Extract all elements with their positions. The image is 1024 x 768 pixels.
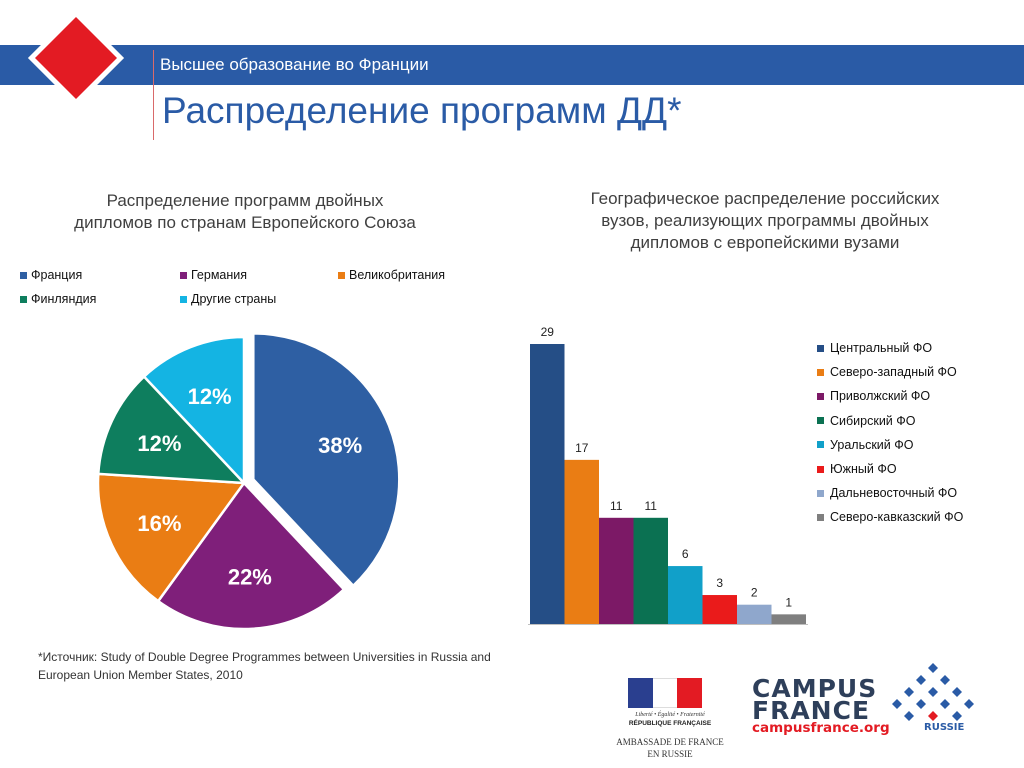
legend-swatch — [338, 271, 345, 279]
pie-legend-item: Франция — [20, 268, 82, 282]
legend-swatch — [817, 489, 824, 497]
bar-legend-item: Центральный ФО — [817, 341, 932, 355]
campus-diamond — [940, 675, 950, 685]
campus-diamond — [928, 663, 938, 673]
legend-label: Финляндия — [31, 292, 97, 306]
campus-word: CAMPUS — [752, 674, 878, 703]
legend-swatch — [817, 465, 824, 473]
legend-swatch — [817, 368, 824, 376]
bar-legend-item: Северо-западный ФО — [817, 365, 957, 379]
bar-value-label: 6 — [682, 547, 689, 561]
bar-legend-item: Приволжский ФО — [817, 389, 930, 403]
campus-diamond — [916, 675, 926, 685]
bar-4 — [633, 517, 668, 624]
pie-slice-финляндия — [96, 374, 248, 485]
legend-label: Дальневосточный ФО — [830, 486, 958, 501]
campus-diamond — [904, 687, 914, 697]
bar-value-label: 17 — [575, 441, 589, 455]
legend-label: Приволжский ФО — [830, 389, 931, 404]
bar-value-label: 3 — [716, 576, 723, 590]
pie-slice-франция — [252, 332, 401, 588]
bar-value-label: 11 — [645, 499, 658, 513]
legend-swatch — [180, 271, 187, 279]
campus-diamond — [892, 699, 902, 709]
header-band: Высшее образование во Франции — [0, 45, 1024, 85]
bar-legend-item: Уральский ФО — [817, 438, 913, 452]
legend-swatch — [817, 513, 824, 521]
campus-france-logo: CAMPUS FRANCE campusfrance.org RUSSIE — [752, 660, 974, 738]
campus-diamond — [952, 711, 962, 721]
pie-legend-item: Другие страны — [180, 292, 276, 306]
pie-legend-item: Финляндия — [20, 292, 96, 306]
bar-value-label: 1 — [785, 595, 792, 609]
legend-swatch — [817, 392, 824, 400]
pie-slice-другие-страны — [142, 335, 246, 487]
legend-swatch — [180, 295, 187, 303]
campus-diamond — [952, 687, 962, 697]
embassy-republic: RÉPUBLIQUE FRANÇAISE — [628, 720, 712, 727]
pie-slice-великобритания — [96, 472, 247, 603]
pie-data-label: 12% — [137, 431, 181, 456]
pie-legend-item: Великобритания — [338, 268, 445, 282]
legend-swatch — [817, 344, 824, 352]
bar-legend-item: Южный ФО — [817, 462, 897, 476]
legend-swatch — [20, 295, 27, 303]
legend-swatch — [817, 441, 824, 449]
legend-label: Великобритания — [349, 268, 445, 282]
legend-swatch — [817, 417, 824, 425]
pie-chart-title: Распределение программ двойных дипломов … — [74, 191, 416, 232]
title-divider — [153, 50, 154, 140]
bar-8 — [771, 614, 806, 624]
campus-url: campusfrance.org — [752, 720, 890, 736]
bar-value-label: 2 — [751, 586, 758, 600]
bar-legend-item: Дальневосточный ФО — [817, 486, 957, 500]
campus-diamond — [928, 687, 938, 697]
campus-diamond-grid-icon — [892, 663, 974, 721]
bar-1 — [530, 344, 565, 624]
pie-data-label: 38% — [318, 433, 362, 458]
bar-chart-title: Географическое распределение российских … — [590, 189, 940, 252]
campus-diamond — [940, 699, 950, 709]
pie-data-label: 12% — [188, 384, 232, 409]
legend-label: Южный ФО — [830, 462, 897, 476]
bar-legend-item: Северо-кавказский ФО — [817, 510, 963, 524]
legend-swatch — [20, 271, 27, 279]
legend-label: Уральский ФО — [830, 437, 914, 452]
legend-label: Северо-кавказский ФО — [830, 510, 964, 525]
pie-legend-item: Германия — [180, 268, 247, 282]
bar-5 — [668, 566, 703, 624]
campus-diamond — [904, 711, 914, 721]
pie-data-label: 16% — [137, 511, 181, 536]
legend-label: Другие страны — [191, 292, 277, 306]
bar-3 — [599, 517, 634, 624]
bar-6 — [702, 595, 737, 624]
pie-slice-германия — [156, 481, 346, 631]
bar-value-label: 29 — [541, 325, 555, 339]
campus-diamond — [964, 699, 974, 709]
bar-2 — [564, 459, 599, 624]
legend-label: Центральный ФО — [830, 341, 933, 355]
bar-legend-item: Сибирский ФО — [817, 414, 916, 428]
marianne-flag-icon — [628, 678, 703, 708]
legend-label: Франция — [31, 268, 83, 282]
section-label: Высшее образование во Франции — [160, 55, 429, 74]
legend-label: Германия — [191, 268, 248, 282]
legend-label: Сибирский ФО — [830, 413, 916, 428]
embassy-logo: Liberté • Égalité • Fraternité RÉPUBLIQU… — [600, 678, 740, 768]
campus-diamond — [928, 711, 938, 721]
campus-country: RUSSIE — [924, 722, 965, 733]
page-title: Распределение программ ДД* — [162, 90, 682, 131]
embassy-motto: Liberté • Égalité • Fraternité — [635, 712, 705, 718]
source-footnote: *Источник: Study of Double Degree Progra… — [38, 650, 491, 682]
bar-7 — [737, 604, 772, 624]
bar-value-label: 11 — [610, 499, 623, 513]
legend-label: Северо-западный ФО — [830, 365, 957, 380]
pie-data-label: 22% — [228, 564, 272, 589]
campus-diamond — [916, 699, 926, 709]
france-word: FRANCE — [752, 696, 871, 725]
embassy-name: AMBASSADE DE FRANCE EN RUSSIE — [616, 737, 724, 759]
